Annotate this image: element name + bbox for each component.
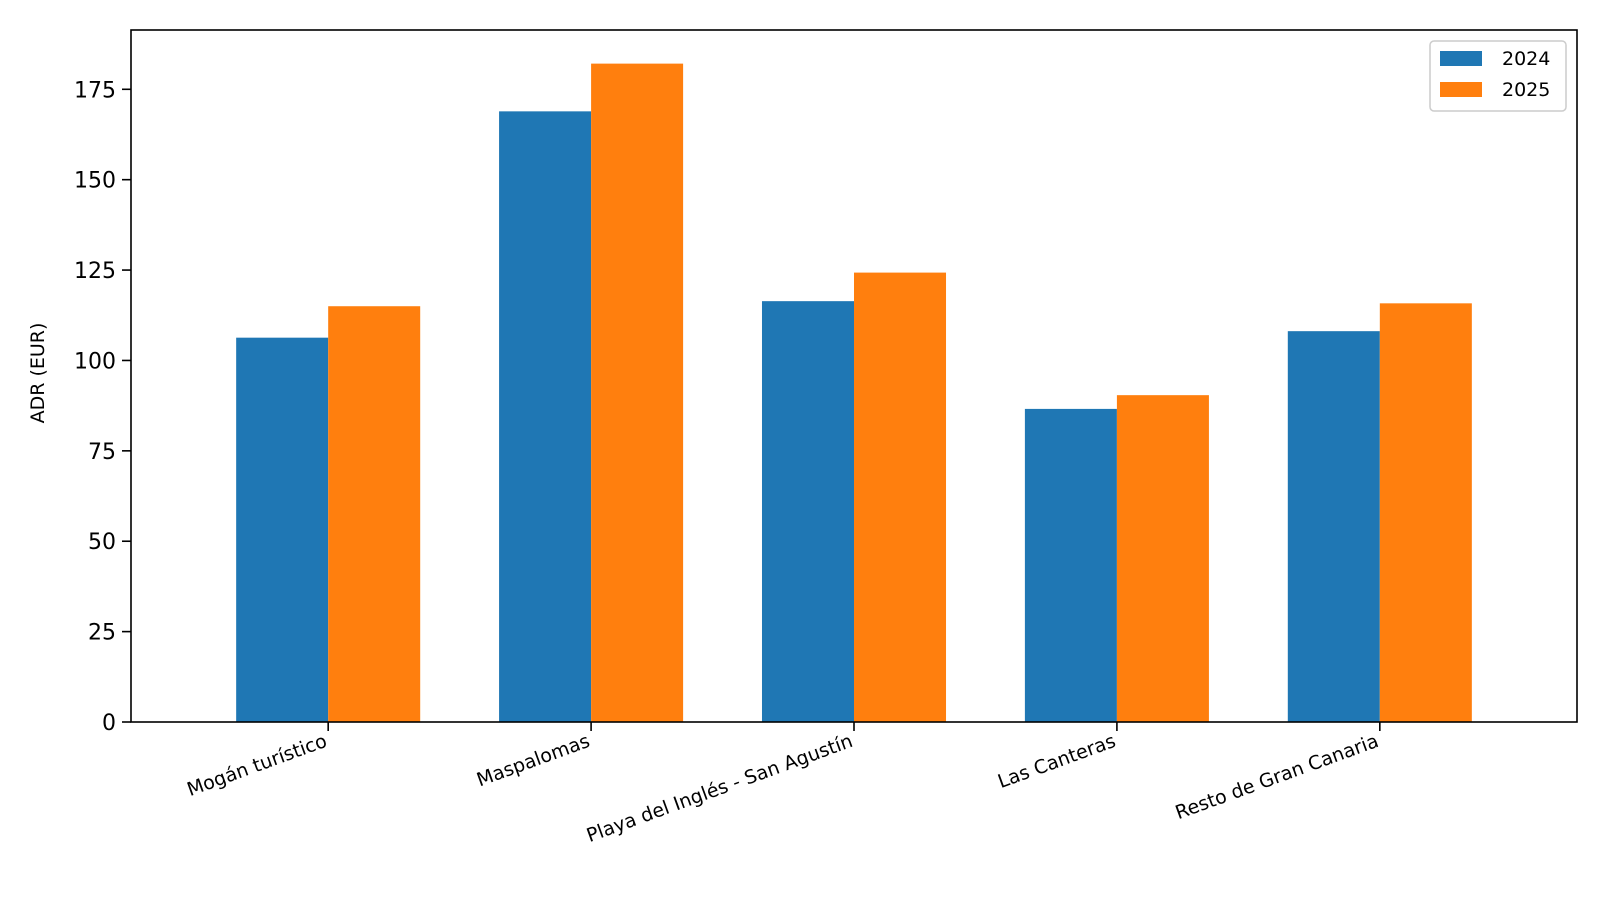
y-tick-label-100: 100 [74,349,116,374]
y-tick-label-125: 125 [74,259,116,284]
y-tick-label-150: 150 [74,169,116,194]
bar-2024-las-canteras [1024,408,1117,722]
y-tick-label-0: 0 [102,711,116,736]
bar-2025-mogan-turistico [328,306,421,722]
legend-label-2025: 2025 [1502,79,1550,101]
bar-2025-resto-de-gran-canaria [1379,303,1472,722]
bar-2024-maspalomas [499,111,592,722]
bar-2024-resto-de-gran-canaria [1287,331,1380,722]
legend-label-2024: 2024 [1502,48,1550,70]
bars-layer [236,63,1472,722]
bar-2024-mogan-turistico [236,337,329,722]
bar-2025-playa-del-ingles-san-agustin [854,272,947,722]
y-tick-label-75: 75 [88,440,116,465]
y-axis: 0 25 50 75 100 125 150 175 [74,78,131,736]
legend-swatch-2024 [1440,51,1482,66]
bar-2024-playa-del-ingles-san-agustin [761,301,854,722]
bar-2025-maspalomas [591,63,684,722]
y-axis-label: ADR (EUR) [27,323,49,424]
y-tick-label-25: 25 [88,621,116,646]
legend: 2024 2025 [1429,40,1567,112]
y-tick-label-50: 50 [88,530,116,555]
bar-2025-las-canteras [1116,395,1209,722]
y-tick-label-175: 175 [74,78,116,103]
legend-swatch-2025 [1440,82,1482,97]
